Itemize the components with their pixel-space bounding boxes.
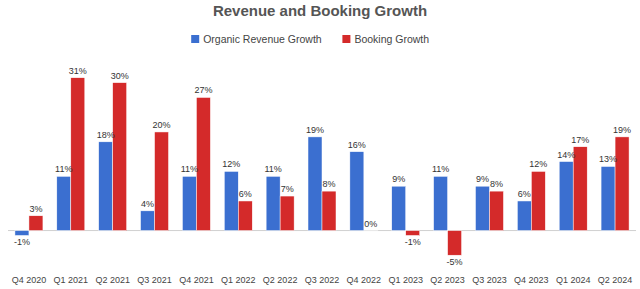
data-label: 16% <box>348 140 366 150</box>
x-tick-label: Q3 2022 <box>305 275 340 285</box>
legend-label: Booking Growth <box>354 33 429 45</box>
bar <box>517 201 531 231</box>
data-label: 11% <box>432 164 449 174</box>
data-label: 7% <box>281 184 294 194</box>
data-label: 20% <box>153 120 171 130</box>
data-label: 19% <box>613 125 631 135</box>
x-tick-label: Q2 2023 <box>430 275 465 285</box>
x-tick-label: Q2 2022 <box>263 275 298 285</box>
bar <box>475 186 489 230</box>
data-label: -1% <box>14 237 30 247</box>
data-label: -5% <box>447 257 463 267</box>
bar <box>489 191 503 230</box>
bar <box>350 152 364 231</box>
legend-label: Organic Revenue Growth <box>203 33 322 45</box>
bar <box>99 142 113 231</box>
bar <box>141 211 155 231</box>
bar <box>559 162 573 231</box>
x-tick-label: Q1 2022 <box>221 275 256 285</box>
bar <box>364 230 378 231</box>
x-tick-label: Q3 2021 <box>137 275 172 285</box>
x-tick-label: Q3 2023 <box>472 275 507 285</box>
data-label: 0% <box>364 219 377 229</box>
bar <box>392 186 406 230</box>
data-label: 31% <box>69 66 87 76</box>
x-tick-label: Q1 2024 <box>556 275 591 285</box>
x-tick-label: Q2 2024 <box>598 275 633 285</box>
bar <box>406 231 420 236</box>
x-tick-label: Q1 2021 <box>54 275 89 285</box>
data-label: 8% <box>322 179 335 189</box>
bar <box>434 176 448 230</box>
x-axis: Q4 2020 Q1 2021 Q2 2021 Q3 2021 Q4 2021 Q1 20… <box>12 275 633 285</box>
legend-swatch <box>191 35 199 43</box>
data-label: 6% <box>239 189 252 199</box>
bar <box>196 97 210 230</box>
data-label: 14% <box>557 150 575 160</box>
data-label: 17% <box>571 135 589 145</box>
data-label: 11% <box>55 164 72 174</box>
bar <box>322 191 336 230</box>
bar <box>266 176 280 230</box>
x-tick-label: Q4 2021 <box>179 275 214 285</box>
data-label: -1% <box>405 237 421 247</box>
bar <box>182 176 196 230</box>
bar <box>280 196 294 231</box>
x-tick-label: Q1 2023 <box>388 275 423 285</box>
data-label: 18% <box>97 130 115 140</box>
bar <box>57 176 71 230</box>
x-tick-label: Q2 2021 <box>95 275 130 285</box>
bar <box>573 147 587 231</box>
bar <box>29 216 43 231</box>
bar <box>113 83 127 231</box>
data-label: 11% <box>181 164 198 174</box>
bar <box>308 137 322 231</box>
data-label: 27% <box>194 85 212 95</box>
data-label: 30% <box>111 71 129 81</box>
data-label: 6% <box>518 189 531 199</box>
data-label: 8% <box>490 179 503 189</box>
data-label: 12% <box>529 159 547 169</box>
data-label: 11% <box>264 164 281 174</box>
bar <box>601 166 615 230</box>
bar <box>15 231 29 236</box>
bar <box>224 171 238 230</box>
legend: Organic Revenue Growth Booking Growth <box>191 33 429 45</box>
x-tick-label: Q4 2020 <box>12 275 47 285</box>
bars <box>15 78 629 255</box>
data-label: 13% <box>599 154 617 164</box>
bar <box>155 132 169 231</box>
legend-swatch <box>342 35 350 43</box>
bar <box>448 231 462 256</box>
data-label: 3% <box>29 204 42 214</box>
bar <box>531 171 545 230</box>
bar <box>615 137 629 231</box>
data-label: 12% <box>222 159 240 169</box>
x-tick-label: Q4 2022 <box>347 275 382 285</box>
title: Revenue and Booking Growth <box>213 2 427 19</box>
x-tick-label: Q4 2023 <box>514 275 549 285</box>
bar <box>71 78 85 231</box>
chart: Revenue and Booking Growth Organic Revenu… <box>0 0 640 289</box>
bar <box>238 201 252 231</box>
data-label: 19% <box>306 125 324 135</box>
data-label: 9% <box>392 174 405 184</box>
data-label: 4% <box>141 199 154 209</box>
data-label: 9% <box>476 174 489 184</box>
data-labels: -1% 11% 18% 4% 11% 12% 11% 19% 16% 9% 11% 9% 6% 14% 13… <box>14 66 631 267</box>
